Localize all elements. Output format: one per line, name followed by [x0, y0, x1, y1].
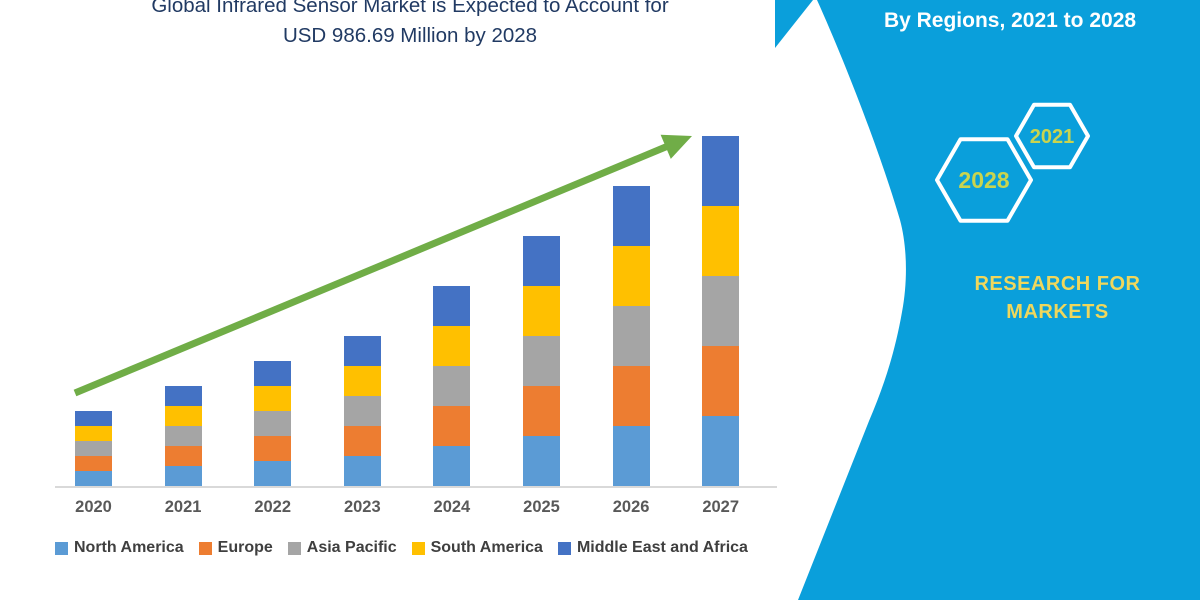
bar-segment-2020-asia-pacific [75, 441, 112, 456]
x-axis-label-2024: 2024 [433, 498, 471, 516]
legend-swatch [55, 541, 68, 555]
bar-segment-2020-south-america [75, 426, 112, 441]
side-panel-title: Global Infrared Sensor Market, By Region… [857, 0, 1163, 32]
x-axis-label-2020: 2020 [75, 498, 112, 516]
legend-label: South America [430, 539, 543, 556]
bar-segment-2025-north-america [523, 436, 560, 486]
brand-text: RESEARCH FOR MARKETS [974, 273, 1141, 323]
bar-segment-2021-north-america [164, 466, 202, 486]
side-panel-corner-ribbon [775, 0, 813, 48]
side-panel-main-shape [798, 0, 1200, 600]
legend-swatch [198, 541, 212, 555]
legend-item-north-america: North America [55, 539, 184, 557]
chart-title: Global Infrared Sensor Market is Expecte… [151, 0, 669, 47]
legend-item-south-america: South America [411, 539, 543, 557]
bar-segment-2027-asia-pacific [702, 276, 740, 346]
bar-segment-2023-asia-pacific [343, 396, 381, 426]
x-axis-label-2022: 2022 [254, 498, 292, 516]
bar-segment-2026-middle-east-and-africa [612, 186, 650, 246]
bar-segment-2023-north-america [343, 456, 381, 486]
bar-segment-2022-north-america [254, 461, 292, 486]
bar-segment-2022-europe [254, 436, 292, 461]
legend-label: Europe [217, 539, 273, 556]
bar-segment-2024-north-america [433, 446, 471, 486]
bar-segment-2025-south-america [523, 286, 560, 336]
bar-segment-2020-europe [75, 456, 112, 471]
bar-segment-2020-middle-east-and-africa [75, 411, 112, 426]
bar-segment-2027-europe [702, 346, 740, 416]
bar-segment-2021-europe [164, 446, 202, 466]
chart-legend: North America Europe Asia Pacific South Ame… [55, 539, 748, 557]
bar-segment-2023-south-america [343, 366, 381, 396]
bar-segment-2020-north-america [75, 471, 112, 486]
bar-segment-2026-north-america [612, 426, 650, 486]
bar-segment-2025-asia-pacific [523, 336, 560, 386]
x-axis-label-2026: 2026 [612, 498, 650, 516]
bar-segment-2027-middle-east-and-africa [702, 136, 740, 206]
legend-item-asia-pacific: Asia Pacific [287, 539, 397, 557]
bar-segment-2025-middle-east-and-africa [523, 236, 560, 286]
x-axis-label-2023: 2023 [343, 498, 381, 516]
legend-label: Middle East and Africa [576, 539, 748, 556]
bar-segment-2026-south-america [612, 246, 650, 306]
bar-segment-2022-south-america [254, 386, 292, 411]
bar-segment-2024-asia-pacific [433, 366, 471, 406]
bar-segment-2026-asia-pacific [612, 306, 650, 366]
bar-segment-2023-middle-east-and-africa [343, 336, 381, 366]
bar-segment-2027-south-america [702, 206, 740, 276]
bar-segment-2025-europe [523, 386, 560, 436]
legend-item-middle-east-and-africa: Middle East and Africa [557, 539, 748, 557]
bar-segment-2024-south-america [433, 326, 471, 366]
bar-segment-2024-europe [433, 406, 471, 446]
bar-segment-2021-asia-pacific [164, 426, 202, 446]
legend-swatch [287, 541, 301, 555]
bar-segment-2023-europe [343, 426, 381, 456]
x-axis-line [55, 486, 777, 488]
legend-swatch [411, 541, 425, 555]
bar-segment-2021-south-america [164, 406, 202, 426]
bar-segment-2027-north-america [702, 416, 740, 486]
legend-label: North America [74, 539, 184, 556]
bar-segment-2024-middle-east-and-africa [433, 286, 471, 326]
legend-swatch [557, 541, 571, 555]
bar-segment-2021-middle-east-and-africa [164, 386, 202, 406]
x-axis-label-2021: 2021 [164, 498, 202, 516]
bar-segment-2022-middle-east-and-africa [254, 361, 292, 386]
bar-segment-2026-europe [612, 366, 650, 426]
x-axis-label-2027: 2027 [702, 498, 740, 516]
x-axis-label-2025: 2025 [523, 498, 560, 516]
legend-item-europe: Europe [198, 539, 273, 557]
bar-segment-2022-asia-pacific [254, 411, 292, 436]
legend-label: Asia Pacific [306, 539, 397, 556]
